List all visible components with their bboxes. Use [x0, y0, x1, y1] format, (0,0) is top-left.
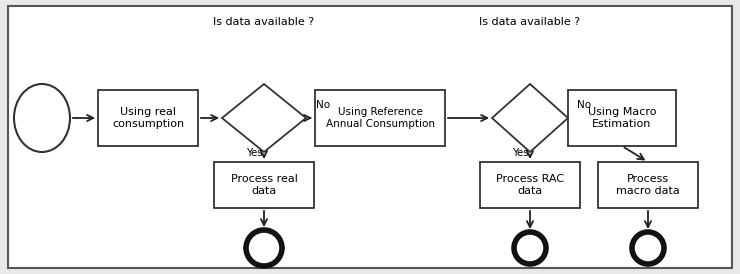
Text: Process RAC
data: Process RAC data	[496, 174, 564, 196]
Text: Is data available ?: Is data available ?	[480, 17, 581, 27]
Bar	[315, 90, 445, 146]
Bar	[214, 162, 314, 208]
Polygon shape	[492, 84, 568, 152]
Text: Yes: Yes	[512, 148, 529, 158]
Text: Is data available ?: Is data available ?	[213, 17, 314, 27]
Ellipse shape	[14, 84, 70, 152]
Circle shape	[246, 230, 282, 266]
Text: Process
macro data: Process macro data	[616, 174, 680, 196]
Circle shape	[514, 232, 546, 264]
Text: No: No	[316, 100, 330, 110]
Text: No: No	[577, 100, 591, 110]
Text: Process real
data: Process real data	[231, 174, 297, 196]
Bar	[480, 162, 580, 208]
Text: Yes: Yes	[246, 148, 263, 158]
Bar	[598, 162, 698, 208]
Text: Using real
consumption: Using real consumption	[112, 107, 184, 129]
Text: Using Reference
Annual Consumption: Using Reference Annual Consumption	[326, 107, 434, 129]
Bar	[98, 90, 198, 146]
Polygon shape	[222, 84, 306, 152]
Circle shape	[632, 232, 664, 264]
Text: Using Macro
Estimation: Using Macro Estimation	[588, 107, 656, 129]
Bar	[568, 90, 676, 146]
